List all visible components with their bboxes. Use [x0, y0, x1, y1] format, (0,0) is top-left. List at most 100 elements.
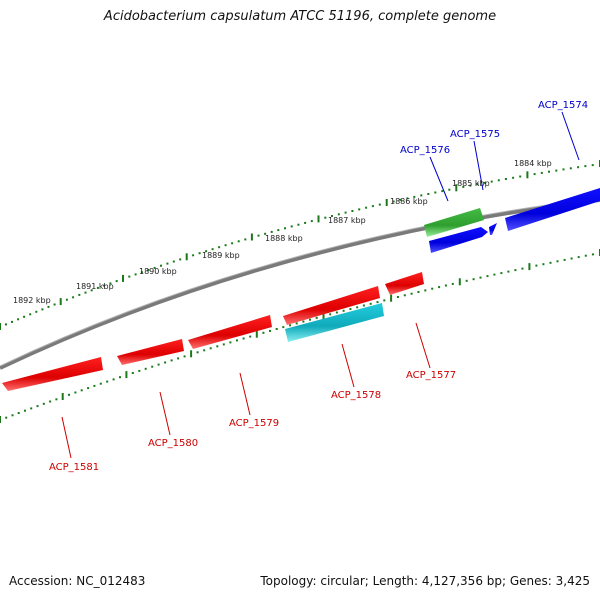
- gene-acp-1575-body[interactable]: [429, 227, 488, 253]
- outer-scale-minor-tick: [198, 252, 201, 255]
- outer-scale-minor-tick: [84, 291, 87, 294]
- outer-scale-minor-tick: [469, 184, 472, 187]
- inner-scale-minor-tick: [383, 299, 386, 302]
- inner-scale-minor-tick: [87, 387, 90, 390]
- outer-scale-minor-tick: [179, 258, 182, 261]
- inner-scale-minor-tick: [80, 389, 83, 392]
- outer-scale-minor-tick: [504, 178, 507, 180]
- outer-scale-minor-tick: [211, 248, 214, 251]
- gene-acp-1577[interactable]: [385, 272, 424, 295]
- inner-scale-minor-tick: [563, 258, 566, 261]
- label-acp-1581: ACP_1581: [49, 462, 99, 473]
- gene-acp-1578[interactable]: [285, 303, 384, 342]
- label-acp-1580: ACP_1580: [148, 438, 198, 449]
- inner-scale-minor-tick: [131, 372, 134, 374]
- scale-label-1889: 1889 kbp: [202, 251, 240, 260]
- label-acp-1578: ACP_1578: [331, 390, 381, 401]
- inner-scale-minor-tick: [49, 400, 52, 403]
- gene-acp-1579-b[interactable]: [188, 315, 272, 349]
- outer-scale-minor-tick: [231, 242, 234, 245]
- inner-scale-minor-tick: [591, 253, 594, 256]
- outer-scale-minor-tick: [462, 185, 465, 188]
- outer-scale-minor-tick: [270, 230, 273, 233]
- outer-scale-minor-tick: [427, 193, 430, 195]
- inner-scale-minor-tick: [177, 357, 180, 360]
- inner-scale-minor-tick: [17, 412, 20, 414]
- inner-scale-minor-tick: [431, 287, 434, 290]
- inner-scale-minor-tick: [396, 296, 399, 298]
- outer-scale-minor-tick: [103, 284, 106, 287]
- gene-acp-1576[interactable]: [424, 208, 484, 237]
- gene-acp-1581[interactable]: [2, 357, 103, 391]
- label-acp-1576: ACP_1576: [400, 145, 450, 156]
- inner-scale-minor-tick: [151, 365, 154, 368]
- outer-scale-minor-tick: [483, 181, 486, 184]
- connector-acp-1580: [159, 391, 171, 436]
- outer-scale-minor-tick: [224, 244, 227, 247]
- inner-scale-minor-tick: [302, 320, 305, 323]
- gene-acp-1575[interactable]: [489, 223, 497, 235]
- genome-title: Acidobacterium capsulatum ATCC 51196, co…: [103, 9, 497, 24]
- outer-scale-major-tick: [526, 171, 529, 179]
- label-acp-1575: ACP_1575: [450, 129, 500, 140]
- genome-backbone: [0, 198, 600, 370]
- connector-acp-1578: [341, 343, 355, 388]
- inner-scale-minor-tick: [30, 407, 33, 410]
- inner-scale-major-tick: [322, 312, 325, 320]
- outer-scale-minor-tick: [555, 169, 558, 172]
- accession-text: Accession: NC_012483: [9, 574, 146, 588]
- outer-scale-major-tick: [122, 274, 124, 282]
- scale-label-1892: 1892 kbp: [13, 296, 51, 305]
- connector-acp-1576: [429, 156, 449, 202]
- scale-label-1891: 1891 kbp: [76, 282, 114, 291]
- gene-acp-1580[interactable]: [117, 339, 184, 365]
- outer-scale-minor-tick: [237, 240, 240, 243]
- scale-label-1887: 1887 kbp: [328, 216, 366, 225]
- connector-acp-1581: [61, 416, 72, 459]
- inner-scale-minor-tick: [203, 349, 206, 352]
- inner-scale-minor-tick: [410, 292, 413, 295]
- inner-scale-minor-tick: [183, 355, 186, 358]
- scale-label-1890: 1890 kbp: [139, 267, 177, 276]
- outer-scale-minor-tick: [365, 206, 368, 209]
- outer-scale-minor-tick: [358, 208, 361, 211]
- inner-scale-minor-tick: [349, 308, 352, 310]
- outer-scale-minor-tick: [78, 293, 81, 296]
- outer-scale-minor-tick: [160, 264, 162, 267]
- outer-scale-minor-tick: [406, 197, 409, 200]
- inner-scale-minor-tick: [119, 376, 121, 379]
- outer-scale-minor-tick: [192, 254, 195, 257]
- inner-scale-minor-tick: [74, 391, 77, 394]
- outer-scale-minor-tick: [147, 269, 150, 271]
- inner-scale-minor-tick: [112, 378, 115, 381]
- inner-scale-minor-tick: [362, 304, 365, 307]
- inner-scale-minor-tick: [369, 302, 372, 305]
- inner-scale-minor-tick: [99, 382, 102, 385]
- outer-scale-major-tick: [385, 199, 388, 206]
- outer-scale-minor-tick: [17, 318, 20, 321]
- outer-scale-minor-tick: [41, 308, 44, 311]
- inner-scale-minor-tick: [36, 405, 39, 408]
- outer-scale-minor-tick: [533, 173, 536, 176]
- gene-acp-1579-a[interactable]: [283, 286, 380, 325]
- outer-scale-minor-tick: [413, 195, 416, 198]
- outer-scale-minor-tick: [540, 171, 543, 174]
- inner-scale-minor-tick: [229, 341, 232, 344]
- outer-scale-minor-tick: [337, 213, 340, 216]
- inner-scale-major-tick: [528, 263, 531, 271]
- inner-scale-minor-tick: [275, 328, 278, 330]
- outer-scale-minor-tick: [244, 238, 247, 241]
- outer-scale-minor-tick: [72, 296, 75, 299]
- outer-scale-minor-tick: [331, 215, 333, 217]
- inner-scale-minor-tick: [479, 276, 482, 279]
- outer-scale-minor-tick: [53, 303, 56, 306]
- inner-scale-minor-tick: [465, 279, 468, 282]
- outer-scale-minor-tick: [90, 289, 93, 292]
- gene-acp-1574[interactable]: [505, 188, 600, 231]
- outer-scale-major-tick: [250, 233, 253, 241]
- inner-scale-minor-tick: [329, 313, 332, 316]
- inner-scale-minor-tick: [521, 267, 524, 270]
- outer-scale-minor-tick: [205, 250, 208, 253]
- outer-scale-minor-tick: [23, 315, 26, 318]
- inner-scale-minor-tick: [68, 393, 70, 396]
